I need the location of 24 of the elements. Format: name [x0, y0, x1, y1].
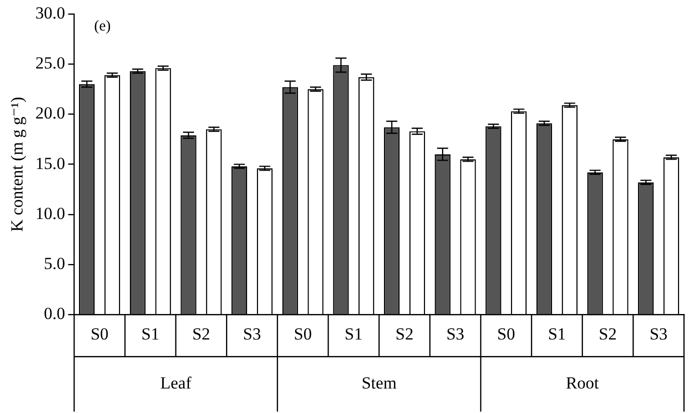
x-tick-label: S1	[548, 324, 566, 344]
x-tick-label: S3	[446, 324, 464, 344]
y-tick-label: 25.0	[35, 54, 66, 73]
x-tick-label: S1	[344, 324, 363, 344]
x-tick-label: S2	[192, 324, 210, 344]
text: Root	[566, 374, 600, 393]
text: Leaf	[160, 374, 192, 393]
y-tick-label: 5.0	[44, 254, 66, 273]
y-axis-title: K content (m g g⁻¹)	[8, 96, 27, 232]
x-tick-label: S1	[141, 324, 160, 344]
y-tick-label: 20.0	[35, 104, 66, 123]
x-tick-label: S3	[243, 324, 262, 344]
y-tick-label: 15.0	[35, 154, 66, 173]
y-tick-label: 30.0	[35, 3, 66, 22]
annotation: (e)	[94, 18, 111, 34]
x-tick-label: S0	[90, 324, 109, 344]
x-tick-label: S3	[650, 324, 668, 344]
x-tick-label: S2	[598, 324, 617, 344]
y-tick-label: 10.0	[35, 204, 66, 223]
x-tick-label: S0	[497, 324, 516, 344]
x-tick-label: S0	[294, 324, 312, 344]
x-tick-label: S2	[396, 324, 414, 344]
text: Stem	[362, 374, 397, 393]
y-tick-label: 0.0	[44, 304, 66, 324]
